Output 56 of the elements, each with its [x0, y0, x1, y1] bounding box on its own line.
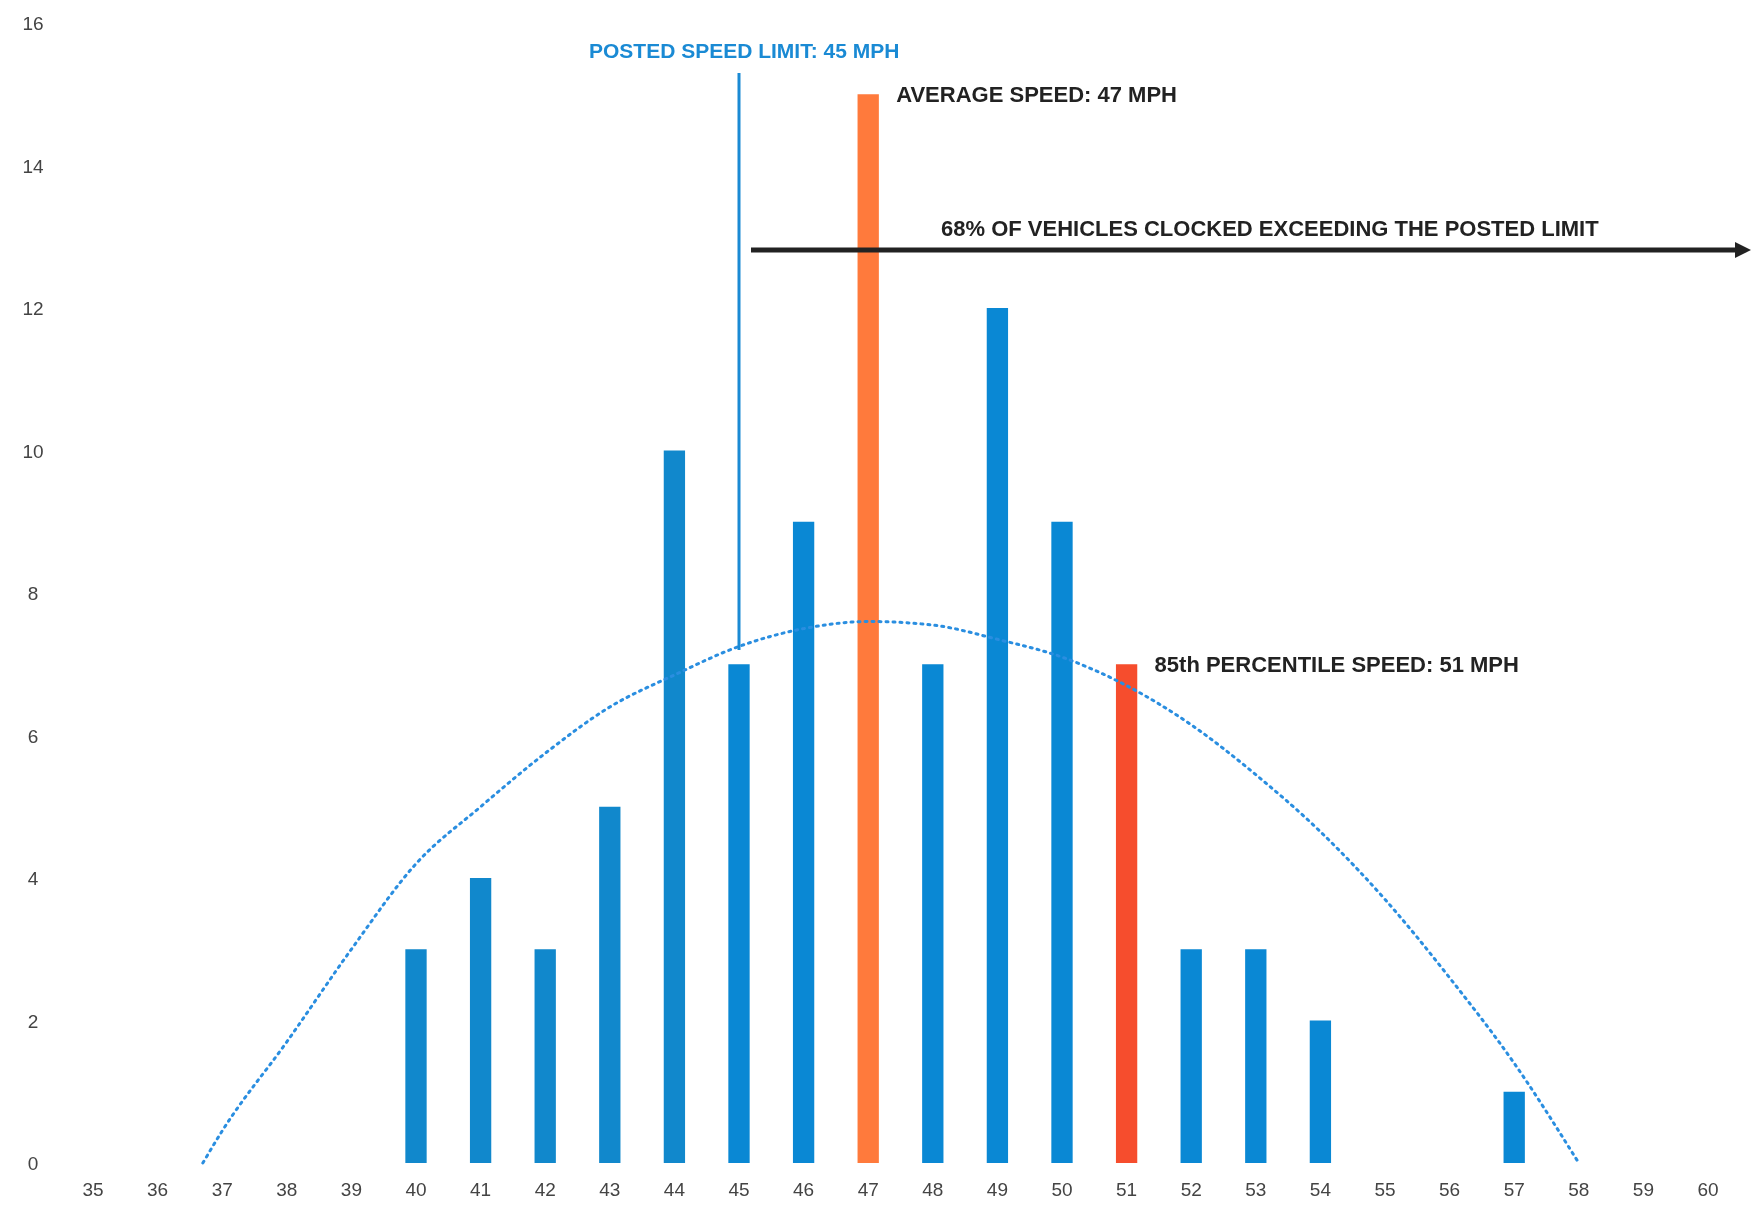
x-tick-label: 52 — [1180, 1179, 1202, 1200]
bar — [1309, 1020, 1332, 1163]
x-tick-label: 54 — [1309, 1179, 1332, 1200]
line-series — [201, 620, 1581, 1165]
y-tick-label: 2 — [27, 1010, 39, 1032]
x-tick-label: 44 — [663, 1179, 686, 1200]
annotation: AVERAGE SPEED: 47 MPH — [896, 82, 1177, 108]
bar — [405, 949, 427, 1163]
x-tick-label: 42 — [534, 1179, 556, 1200]
bar — [1115, 664, 1138, 1163]
x-tick-label: 50 — [1051, 1179, 1073, 1200]
x-tick-label: 51 — [1116, 1179, 1138, 1200]
annotation: 85th PERCENTILE SPEED: 51 MPH — [1154, 652, 1519, 678]
bar — [792, 521, 815, 1163]
bar — [986, 308, 1009, 1163]
x-tick-label: 53 — [1245, 1179, 1267, 1200]
x-tick-label: 46 — [793, 1179, 815, 1200]
ref-line-label: POSTED SPEED LIMIT: 45 MPH — [589, 39, 900, 62]
y-tick-label: 16 — [22, 13, 44, 34]
x-tick-label: 38 — [276, 1179, 298, 1200]
y-tick-label: 6 — [27, 725, 39, 747]
x-tick-label: 43 — [599, 1179, 621, 1200]
bar — [1245, 949, 1267, 1163]
x-tick-label: 35 — [82, 1179, 104, 1200]
y-tick-label: 8 — [27, 583, 39, 604]
x-tick-label: 45 — [728, 1179, 750, 1200]
x-tick-label: 48 — [922, 1179, 944, 1200]
y-tick-label: 10 — [22, 440, 44, 462]
y-tick-label: 14 — [22, 155, 44, 177]
x-tick-label: 60 — [1697, 1179, 1719, 1200]
bar — [857, 94, 879, 1163]
bar — [469, 878, 492, 1163]
y-tick-label: 12 — [22, 298, 44, 319]
annotation: 68% OF VEHICLES CLOCKED EXCEEDING THE POSTED LIMIT — [941, 216, 1600, 241]
bar — [922, 664, 944, 1163]
x-tick-label: 55 — [1374, 1179, 1396, 1200]
x-tick-label: 57 — [1503, 1179, 1525, 1200]
bar — [1051, 521, 1073, 1163]
x-tick-label: 59 — [1632, 1179, 1654, 1200]
x-tick-label: 41 — [470, 1179, 492, 1200]
y-tick-label: 0 — [27, 1153, 39, 1174]
x-tick-label: 39 — [340, 1179, 362, 1200]
x-tick-label: 49 — [986, 1179, 1008, 1200]
bar — [728, 664, 750, 1163]
bar — [1503, 1091, 1525, 1163]
x-tick-label: 56 — [1439, 1179, 1461, 1200]
x-tick-label: 36 — [147, 1179, 169, 1200]
x-tick-label: 40 — [405, 1179, 427, 1200]
bar — [534, 949, 556, 1163]
y-tick-label: 4 — [27, 868, 39, 889]
x-tick-label: 47 — [857, 1179, 879, 1200]
x-tick-label: 37 — [211, 1179, 233, 1200]
x-tick-label: 58 — [1568, 1179, 1590, 1200]
bar — [1180, 949, 1202, 1163]
bar — [599, 806, 621, 1163]
bar — [663, 450, 686, 1163]
